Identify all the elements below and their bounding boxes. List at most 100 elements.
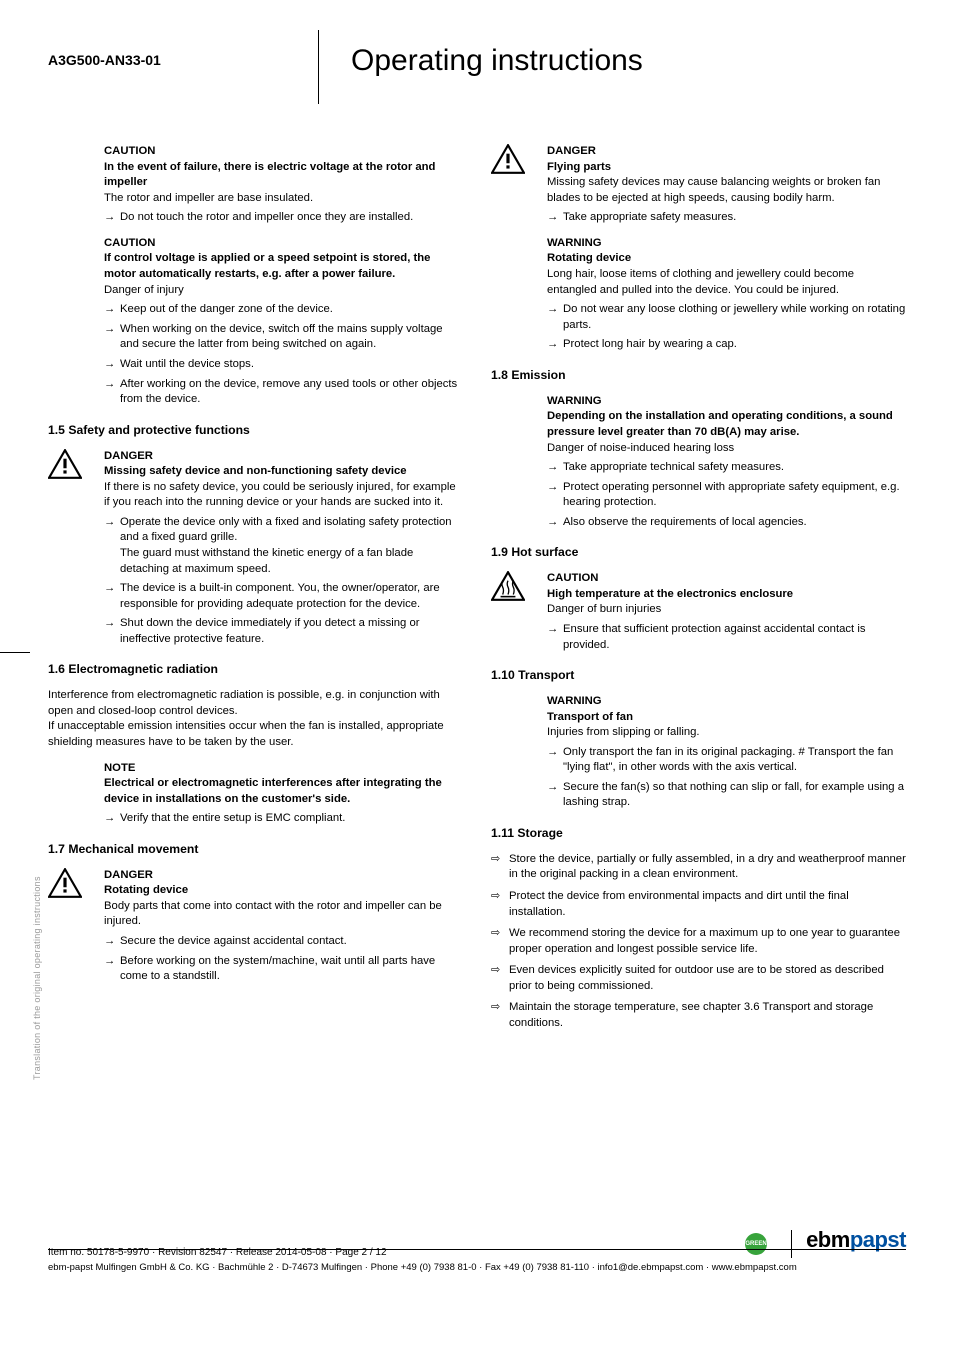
- arrow-item: →Secure the fan(s) so that nothing can s…: [547, 780, 906, 811]
- arrow-icon: →: [104, 377, 120, 408]
- arrow-text: Before working on the system/machine, wa…: [120, 954, 463, 985]
- arrow-text: Ensure that sufficient protection agains…: [563, 622, 906, 653]
- arrow-icon: →: [104, 515, 120, 577]
- section-heading-1-5: 1.5 Safety and protective functions: [48, 422, 463, 439]
- arrow-icon: →: [104, 357, 120, 373]
- arrow-text: Shut down the device immediately if you …: [120, 616, 463, 647]
- caution-text: The rotor and impeller are base insulate…: [104, 191, 463, 207]
- note-title: Electrical or electromagnetic interferen…: [104, 776, 463, 807]
- arrow-text: Take appropriate safety measures.: [563, 210, 906, 226]
- section-heading-1-6: 1.6 Electromagnetic radiation: [48, 661, 463, 678]
- arrow-icon: →: [547, 622, 563, 653]
- arrow-item: →Also observe the requirements of local …: [547, 515, 906, 531]
- greentech-badge-icon: GREEN: [745, 1233, 767, 1255]
- section-heading-1-8: 1.8 Emission: [491, 367, 906, 384]
- arrow-list: →Take appropriate safety measures.: [547, 210, 906, 226]
- logo-divider: [791, 1230, 792, 1258]
- crop-mark: [0, 652, 30, 653]
- arrow-icon: →: [547, 210, 563, 226]
- arrow-item: →Secure the device against accidental co…: [104, 934, 463, 950]
- danger-keyword: DANGER: [104, 868, 463, 884]
- product-code: A3G500-AN33-01: [48, 52, 318, 68]
- warning-text: Injuries from slipping or falling.: [547, 725, 906, 741]
- arrow-text: Protect long hair by wearing a cap.: [563, 337, 906, 353]
- arrow-item: →The device is a built-in component. You…: [104, 581, 463, 612]
- arrow-icon: →: [104, 581, 120, 612]
- arrow-item: →Ensure that sufficient protection again…: [547, 622, 906, 653]
- caution-keyword: CAUTION: [104, 144, 463, 160]
- arrow-item: →Do not wear any loose clothing or jewel…: [547, 302, 906, 333]
- arrow-item: →Verify that the entire setup is EMC com…: [104, 811, 463, 827]
- arrow-text: Verify that the entire setup is EMC comp…: [120, 811, 463, 827]
- arrow-text: Secure the device against accidental con…: [120, 934, 463, 950]
- bullet-icon: ⇨: [491, 1000, 509, 1031]
- arrow-icon: →: [104, 210, 120, 226]
- arrow-text: Take appropriate technical safety measur…: [563, 460, 906, 476]
- bullet-text: Protect the device from environmental im…: [509, 889, 906, 920]
- arrow-list: →Operate the device only with a fixed an…: [104, 515, 463, 648]
- arrow-text: After working on the device, remove any …: [120, 377, 463, 408]
- arrow-item: →After working on the device, remove any…: [104, 377, 463, 408]
- section-heading-1-9: 1.9 Hot surface: [491, 544, 906, 561]
- warning-block: WARNING Rotating device Long hair, loose…: [491, 236, 906, 353]
- arrow-list: →Do not wear any loose clothing or jewel…: [547, 302, 906, 353]
- bullet-text: Even devices explicitly suited for outdo…: [509, 963, 906, 994]
- bullet-text: Maintain the storage temperature, see ch…: [509, 1000, 906, 1031]
- arrow-list: →Verify that the entire setup is EMC com…: [104, 811, 463, 827]
- arrow-text: Do not wear any loose clothing or jewell…: [563, 302, 906, 333]
- arrow-item: →Take appropriate safety measures.: [547, 210, 906, 226]
- warning-triangle-icon: [48, 868, 104, 904]
- caution-body: CAUTION High temperature at the electron…: [547, 571, 906, 653]
- arrow-item: →Take appropriate technical safety measu…: [547, 460, 906, 476]
- arrow-item: →When working on the device, switch off …: [104, 322, 463, 353]
- caution-text: Danger of burn injuries: [547, 602, 906, 618]
- caution-block: CAUTION High temperature at the electron…: [491, 571, 906, 653]
- bullet-item: ⇨Protect the device from environmental i…: [491, 889, 906, 920]
- arrow-text: Keep out of the danger zone of the devic…: [120, 302, 463, 318]
- arrow-text: The device is a built-in component. You,…: [120, 581, 463, 612]
- danger-text: Missing safety devices may cause balanci…: [547, 175, 906, 206]
- bullet-text: Store the device, partially or fully ass…: [509, 852, 906, 883]
- danger-title: Flying parts: [547, 160, 906, 176]
- caution-block: CAUTION If control voltage is applied or…: [48, 236, 463, 408]
- bullet-item: ⇨We recommend storing the device for a m…: [491, 926, 906, 957]
- note-block: NOTE Electrical or electromagnetic inter…: [48, 761, 463, 827]
- arrow-text: Operate the device only with a fixed and…: [120, 515, 463, 577]
- caution-keyword: CAUTION: [547, 571, 906, 587]
- warning-title: Depending on the installation and operat…: [547, 409, 906, 440]
- danger-body: DANGER Missing safety device and non-fun…: [104, 449, 463, 648]
- warning-text: Danger of noise-induced hearing loss: [547, 441, 906, 457]
- warning-title: Transport of fan: [547, 710, 906, 726]
- arrow-item: →Shut down the device immediately if you…: [104, 616, 463, 647]
- warning-keyword: WARNING: [547, 236, 906, 252]
- caution-title: High temperature at the electronics encl…: [547, 587, 906, 603]
- warning-block: WARNING Depending on the installation an…: [491, 394, 906, 531]
- warning-triangle-icon: [48, 449, 104, 485]
- arrow-icon: →: [104, 954, 120, 985]
- header: A3G500-AN33-01 Operating instructions: [48, 30, 906, 104]
- arrow-list: →Ensure that sufficient protection again…: [547, 622, 906, 653]
- arrow-item: →Protect long hair by wearing a cap.: [547, 337, 906, 353]
- arrow-list: →Only transport the fan in its original …: [547, 745, 906, 811]
- paragraph: Interference from electromagnetic radiat…: [48, 688, 463, 719]
- paragraph: If unacceptable emission intensities occ…: [48, 719, 463, 750]
- caution-block: CAUTION In the event of failure, there i…: [48, 144, 463, 226]
- warning-block: WARNING Transport of fan Injuries from s…: [491, 694, 906, 811]
- warning-text: Long hair, loose items of clothing and j…: [547, 267, 906, 298]
- danger-text: If there is no safety device, you could …: [104, 480, 463, 511]
- arrow-icon: →: [547, 302, 563, 333]
- arrow-icon: →: [547, 515, 563, 531]
- section-heading-1-10: 1.10 Transport: [491, 667, 906, 684]
- bullet-text: We recommend storing the device for a ma…: [509, 926, 906, 957]
- footer-bar: Item no. 50178-5-9970 · Revision 82547 ·…: [48, 1227, 906, 1258]
- arrow-list: →Take appropriate technical safety measu…: [547, 460, 906, 530]
- arrow-text: Only transport the fan in its original p…: [563, 745, 906, 776]
- bullet-item: ⇨Store the device, partially or fully as…: [491, 852, 906, 883]
- arrow-item: →Operate the device only with a fixed an…: [104, 515, 463, 577]
- bullet-icon: ⇨: [491, 926, 509, 957]
- danger-title: Missing safety device and non-functionin…: [104, 464, 463, 480]
- footer-contact: ebm-papst Mulfingen GmbH & Co. KG · Bach…: [48, 1262, 906, 1273]
- arrow-icon: →: [104, 811, 120, 827]
- arrow-text: Protect operating personnel with appropr…: [563, 480, 906, 511]
- arrow-icon: →: [547, 460, 563, 476]
